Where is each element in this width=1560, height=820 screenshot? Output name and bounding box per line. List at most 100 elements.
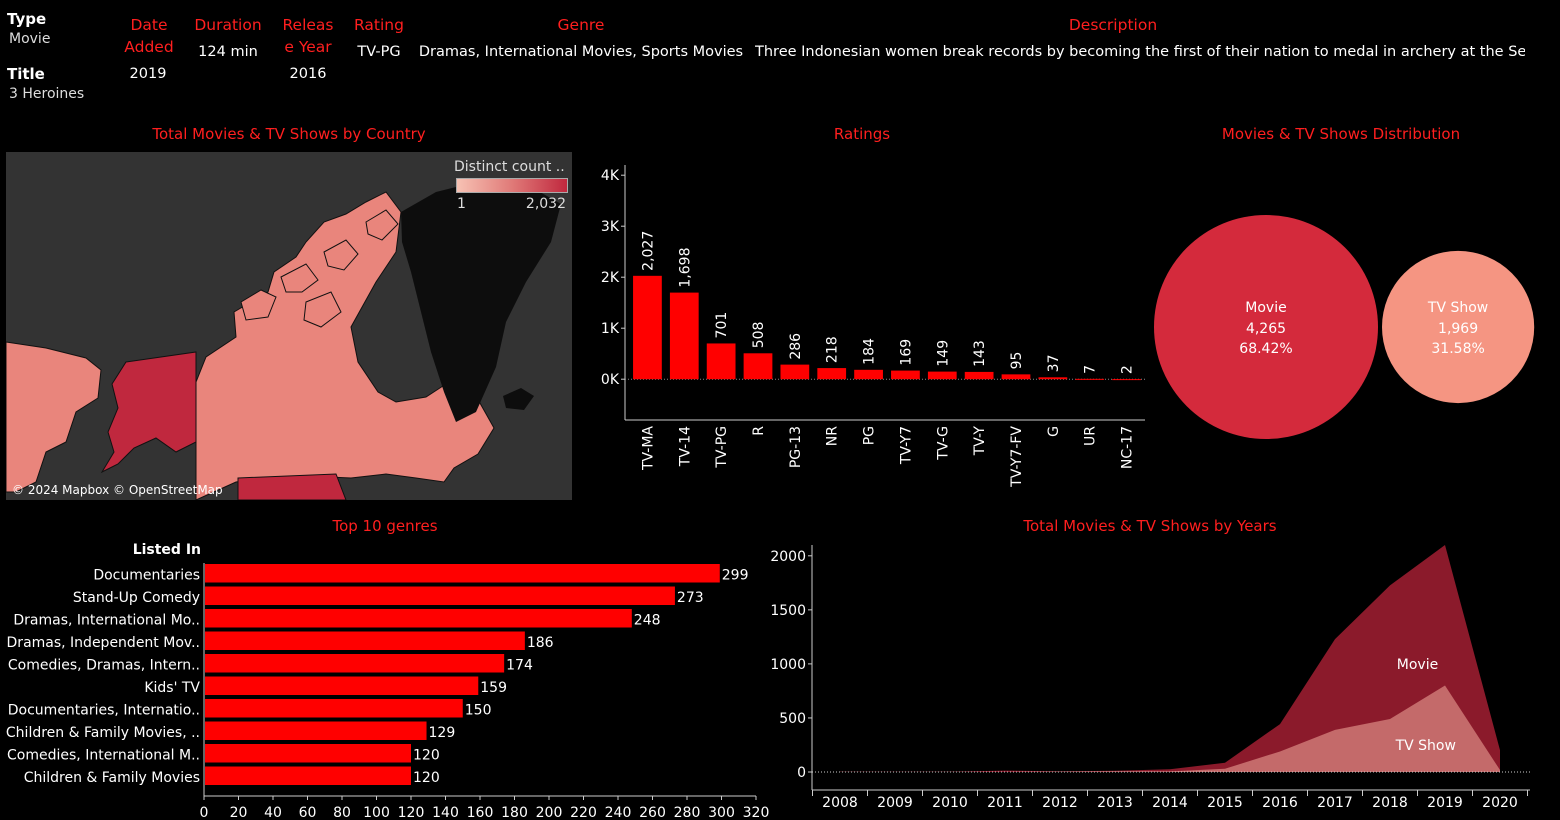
genres-x-tick-label: 280 — [674, 805, 701, 820]
years-title: Total Movies & TV Shows by Years — [1023, 517, 1277, 535]
title-label: Title — [7, 65, 45, 83]
description-value: Three Indonesian women break records by … — [755, 44, 1525, 60]
genres-category-label: Stand-Up Comedy — [73, 590, 200, 606]
distribution-bubble-name: Movie — [1245, 300, 1286, 316]
genres-category-label: Comedies, International M.. — [7, 747, 200, 763]
distribution-title: Movies & TV Shows Distribution — [1221, 125, 1461, 143]
ratings-category-label: TV-PG — [714, 426, 730, 469]
map-region-arctic-islands — [240, 209, 399, 328]
map-region-russia — [6, 341, 102, 493]
map-canvas — [6, 182, 561, 500]
years-y-tick-label: 1500 — [770, 603, 806, 619]
genres-bar[interactable] — [205, 654, 505, 673]
genres-x-tick-label: 160 — [467, 805, 494, 820]
ratings-bar[interactable] — [1075, 378, 1105, 380]
genres-x-tick-label: 260 — [639, 805, 666, 820]
genres-x-tick-label: 200 — [536, 805, 563, 820]
ratings-bar-label: 149 — [935, 340, 951, 367]
ratings-y-tick-label: 4K — [601, 168, 620, 184]
map-region-greenland — [401, 182, 561, 422]
genres-bar-value: 129 — [429, 725, 456, 741]
distribution-bubble-tv-show[interactable]: TV Show 1,969 31.58% — [1382, 250, 1535, 404]
genres-bar[interactable] — [205, 721, 427, 741]
years-x-tick-label: 2017 — [1317, 795, 1353, 811]
genres-title: Top 10 genres — [332, 517, 438, 535]
years-area-tv-show[interactable] — [840, 685, 1500, 772]
ratings-bar-label: 184 — [862, 338, 878, 365]
genres-bar-value: 186 — [527, 635, 554, 651]
genres-x-tick-label: 300 — [708, 805, 735, 820]
genres-bar[interactable] — [205, 609, 632, 628]
genres-bar-value: 120 — [413, 770, 440, 786]
years-x-tick-label: 2020 — [1482, 795, 1518, 811]
distribution-chart[interactable]: Movie 4,265 68.42% TV Show 1,969 31.58% — [1150, 210, 1540, 450]
description-header: Description — [1068, 16, 1158, 34]
years-x-tick-label: 2019 — [1427, 795, 1463, 811]
genres-x-tick-label: 100 — [363, 805, 390, 820]
ratings-chart[interactable]: 0K 1K 2K 3K 4K 2,027 TV-MA 1,698 TV-14 701 TV-PG 50… — [580, 150, 1150, 495]
distribution-bubble-pct: 31.58% — [1431, 341, 1484, 357]
rating-header: Rating — [354, 16, 404, 34]
genres-chart[interactable]: 299 Documentaries 273 Stand-Up Comedy 248 Dra… — [0, 555, 770, 820]
ratings-bar[interactable] — [780, 364, 810, 380]
ratings-category-label: UR — [1083, 426, 1099, 446]
genres-bar[interactable] — [205, 699, 463, 718]
ratings-bar-label: 2 — [1120, 365, 1136, 374]
ratings-bar[interactable] — [854, 369, 883, 380]
ratings-y-tick-label: 3K — [601, 219, 620, 235]
map-legend-max: 2,032 — [525, 196, 566, 212]
ratings-bar[interactable] — [1038, 377, 1068, 380]
genres-bar-value: 159 — [480, 680, 507, 696]
ratings-bar-label: 7 — [1083, 365, 1099, 374]
ratings-bar[interactable] — [927, 371, 957, 380]
ratings-bar[interactable] — [891, 370, 920, 380]
ratings-bar[interactable] — [817, 368, 847, 380]
type-label: Type — [7, 10, 47, 28]
genres-bar[interactable] — [205, 586, 675, 606]
distribution-bubble-circle[interactable] — [1382, 250, 1535, 404]
genres-category-label: Comedies, Dramas, Intern.. — [8, 657, 200, 673]
years-x-tick-label: 2010 — [932, 795, 968, 811]
ratings-category-label: TV-G — [935, 426, 951, 461]
ratings-category-label: G — [1046, 426, 1062, 437]
genres-bar[interactable] — [205, 676, 479, 696]
genres-bar[interactable] — [205, 631, 525, 651]
map-legend-ramp — [456, 178, 568, 193]
genres-bar[interactable] — [205, 766, 411, 786]
ratings-category-label: R — [751, 426, 767, 436]
distribution-bubble-count: 1,969 — [1438, 321, 1478, 337]
ratings-bar[interactable] — [1112, 379, 1141, 381]
years-x-tick-label: 2012 — [1042, 795, 1078, 811]
country-map[interactable]: Distinct count .. 1 2,032 © 2024 Mapbox … — [6, 152, 572, 500]
years-chart[interactable]: 0 500 1000 1500 2000 Movie TV Show 2008 2009 2010… — [760, 540, 1540, 820]
genres-bar-value: 299 — [722, 567, 749, 583]
ratings-category-label: TV-Y — [972, 426, 988, 457]
distribution-bubble-circle[interactable] — [1154, 215, 1378, 439]
rating-value: TV-PG — [357, 44, 401, 60]
ratings-bar-label: 37 — [1046, 354, 1062, 372]
map-legend-title: Distinct count .. — [454, 159, 565, 175]
years-x-tick-label: 2015 — [1207, 795, 1243, 811]
distribution-bubble-movie[interactable]: Movie 4,265 68.42% — [1154, 215, 1378, 439]
ratings-bar[interactable] — [706, 343, 736, 380]
genres-bar[interactable] — [205, 564, 720, 583]
ratings-bar[interactable] — [633, 275, 662, 380]
ratings-bar[interactable] — [669, 292, 699, 380]
ratings-bar-label: 143 — [972, 340, 988, 367]
years-y-tick-label: 1000 — [770, 657, 806, 673]
years-x-tick-label: 2009 — [877, 795, 913, 811]
ratings-category-label: TV-Y7-FV — [1009, 426, 1025, 488]
ratings-category-label: PG-13 — [788, 426, 804, 468]
genre-value: Dramas, International Movies, Sports Mov… — [418, 44, 744, 60]
ratings-bar-label: 95 — [1009, 352, 1025, 370]
ratings-bar[interactable] — [1001, 374, 1031, 380]
map-attribution[interactable]: © 2024 Mapbox © OpenStreetMap — [12, 483, 223, 497]
years-area-movie[interactable] — [840, 545, 1500, 772]
ratings-bar[interactable] — [964, 371, 994, 380]
ratings-bar[interactable] — [743, 353, 773, 380]
ratings-bar-label: 2,027 — [640, 231, 656, 271]
genres-bar[interactable] — [205, 744, 411, 763]
map-title: Total Movies & TV Shows by Country — [152, 125, 426, 143]
years-x-tick-label: 2018 — [1372, 795, 1408, 811]
years-x-tick-label: 2013 — [1097, 795, 1133, 811]
